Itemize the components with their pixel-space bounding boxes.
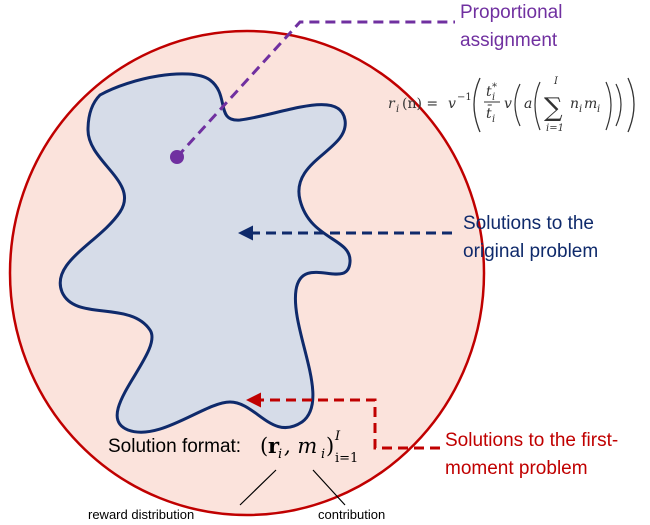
label: Proportional [460,2,562,23]
math: i [321,447,325,462]
pointer-line [312,469,346,506]
label: Solution format: [108,436,241,457]
math: i=1 [335,451,358,466]
math: a [524,96,532,112]
math: (n) = [402,96,438,112]
original-region [58,72,352,434]
point [170,150,184,164]
math: m [584,96,597,112]
math: ( [260,434,268,458]
format-math: ( r i , m i ) I i=1 [260,429,358,466]
math: i [597,104,600,115]
math: t̄ [486,104,493,122]
math: t [486,84,492,100]
pointer-line [239,469,277,506]
caption: contribution [318,507,385,522]
math: i [579,104,582,115]
math: n [570,96,579,112]
label: assignment [460,30,558,51]
caption: reward distribution [88,507,194,522]
math: i [278,447,282,462]
math: v [504,96,512,112]
label: moment problem [445,458,588,479]
math: −1 [457,92,472,103]
math: i [492,92,495,103]
math: i [492,114,495,125]
red-arrow [246,392,440,450]
purple-pointer [175,20,455,159]
math: ) [326,434,334,458]
math: r [388,96,396,112]
formula: r i (n) = v −1 t i * t̄ i v a ∑ I i=1 n … [388,76,635,134]
label: Solutions to the [463,213,594,234]
math: ∑ [544,93,563,123]
math: i [396,104,399,115]
label: Solutions to the first- [445,430,618,451]
math: I [334,429,341,444]
math: , m [284,434,317,458]
math: v [448,96,456,112]
math: r [268,433,280,458]
math: I [553,76,559,87]
math: i=1 [546,123,564,134]
math: * [492,82,497,93]
label: original problem [463,241,598,262]
